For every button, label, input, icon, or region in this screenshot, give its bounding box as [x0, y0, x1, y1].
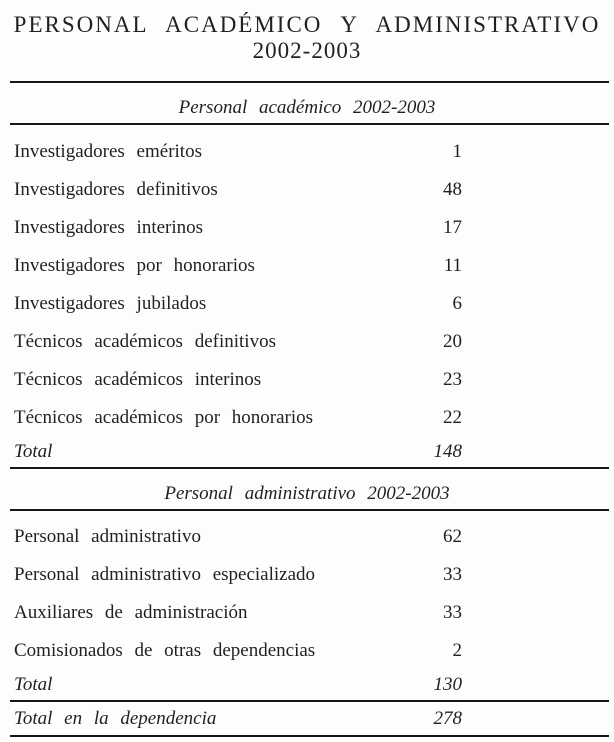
- section-personal-academico: Personal académico 2002-2003 Investigado…: [0, 83, 614, 469]
- row-value: 23: [443, 369, 462, 390]
- row-value: 2: [452, 640, 463, 661]
- row-value: 17: [443, 217, 462, 238]
- row-label: Investigadores definitivos: [14, 179, 218, 200]
- row-label: Investigadores interinos: [14, 217, 204, 238]
- table-row: Técnicos académicos por honorarios 22: [0, 399, 614, 437]
- row-value: 1: [452, 141, 463, 162]
- row-label: Investigadores por honorarios: [14, 255, 255, 276]
- section-total-row: Total 148: [0, 437, 614, 467]
- grand-total-row: Total en la dependencia 278: [0, 702, 614, 735]
- section-personal-administrativo: Personal administrativo 2002-2003 Person…: [0, 469, 614, 702]
- row-label: Investigadores eméritos: [14, 141, 202, 162]
- row-value: 48: [443, 179, 462, 200]
- table-row: Investigadores eméritos 1: [0, 133, 614, 171]
- row-label: Técnicos académicos interinos: [14, 369, 262, 390]
- total-value: 148: [433, 441, 463, 462]
- total-label: Total: [14, 441, 53, 462]
- grand-total-value: 278: [433, 707, 463, 729]
- divider-rule: [10, 81, 609, 83]
- page-title: PERSONAL ACADÉMICO Y ADMINISTRATIVO: [13, 12, 601, 37]
- row-label: Investigadores jubilados: [14, 293, 207, 314]
- section-rows: Investigadores eméritos 1 Investigadores…: [0, 125, 614, 467]
- section-total-row: Total 130: [0, 670, 614, 700]
- divider-rule: [10, 700, 609, 702]
- table-row: Personal administrativo especializado 33: [0, 556, 614, 594]
- row-value: 33: [443, 564, 462, 585]
- section-heading: Personal académico 2002-2003: [178, 97, 436, 118]
- row-label: Comisionados de otras dependencias: [14, 640, 316, 661]
- total-value: 130: [433, 674, 463, 695]
- table-row: Investigadores definitivos 48: [0, 171, 614, 209]
- row-label: Personal administrativo especializado: [14, 564, 316, 585]
- divider-rule: [10, 509, 609, 511]
- grand-total-label: Total en la dependencia: [14, 707, 217, 729]
- table-row: Investigadores jubilados 6: [0, 285, 614, 323]
- row-label: Técnicos académicos por honorarios: [14, 407, 314, 428]
- document-header: PERSONAL ACADÉMICO Y ADMINISTRATIVO 2002…: [0, 0, 614, 65]
- page-title-years: 2002-2003: [252, 38, 362, 63]
- divider-rule: [10, 467, 609, 469]
- table-row: Investigadores interinos 17: [0, 209, 614, 247]
- table-row: Técnicos académicos interinos 23: [0, 361, 614, 399]
- section-rows: Personal administrativo 62 Personal admi…: [0, 511, 614, 700]
- table-row: Comisionados de otras dependencias 2: [0, 632, 614, 670]
- row-value: 33: [443, 602, 462, 623]
- row-value: 6: [452, 293, 463, 314]
- table-row: Técnicos académicos definitivos 20: [0, 323, 614, 361]
- divider-rule: [10, 123, 609, 125]
- table-row: Investigadores por honorarios 11: [0, 247, 614, 285]
- row-value: 62: [443, 526, 462, 547]
- staff-table: Personal académico 2002-2003 Investigado…: [0, 81, 614, 737]
- table-row: Personal administrativo 62: [0, 518, 614, 556]
- row-value: 22: [443, 407, 462, 428]
- row-label: Personal administrativo: [14, 526, 201, 547]
- total-label: Total: [14, 674, 53, 695]
- row-label: Técnicos académicos definitivos: [14, 331, 276, 352]
- table-row: Auxiliares de administración 33: [0, 594, 614, 632]
- divider-rule: [10, 735, 609, 737]
- row-value: 20: [443, 331, 462, 352]
- section-heading: Personal administrativo 2002-2003: [164, 483, 450, 504]
- row-label: Auxiliares de administración: [14, 602, 248, 623]
- row-value: 11: [443, 255, 462, 276]
